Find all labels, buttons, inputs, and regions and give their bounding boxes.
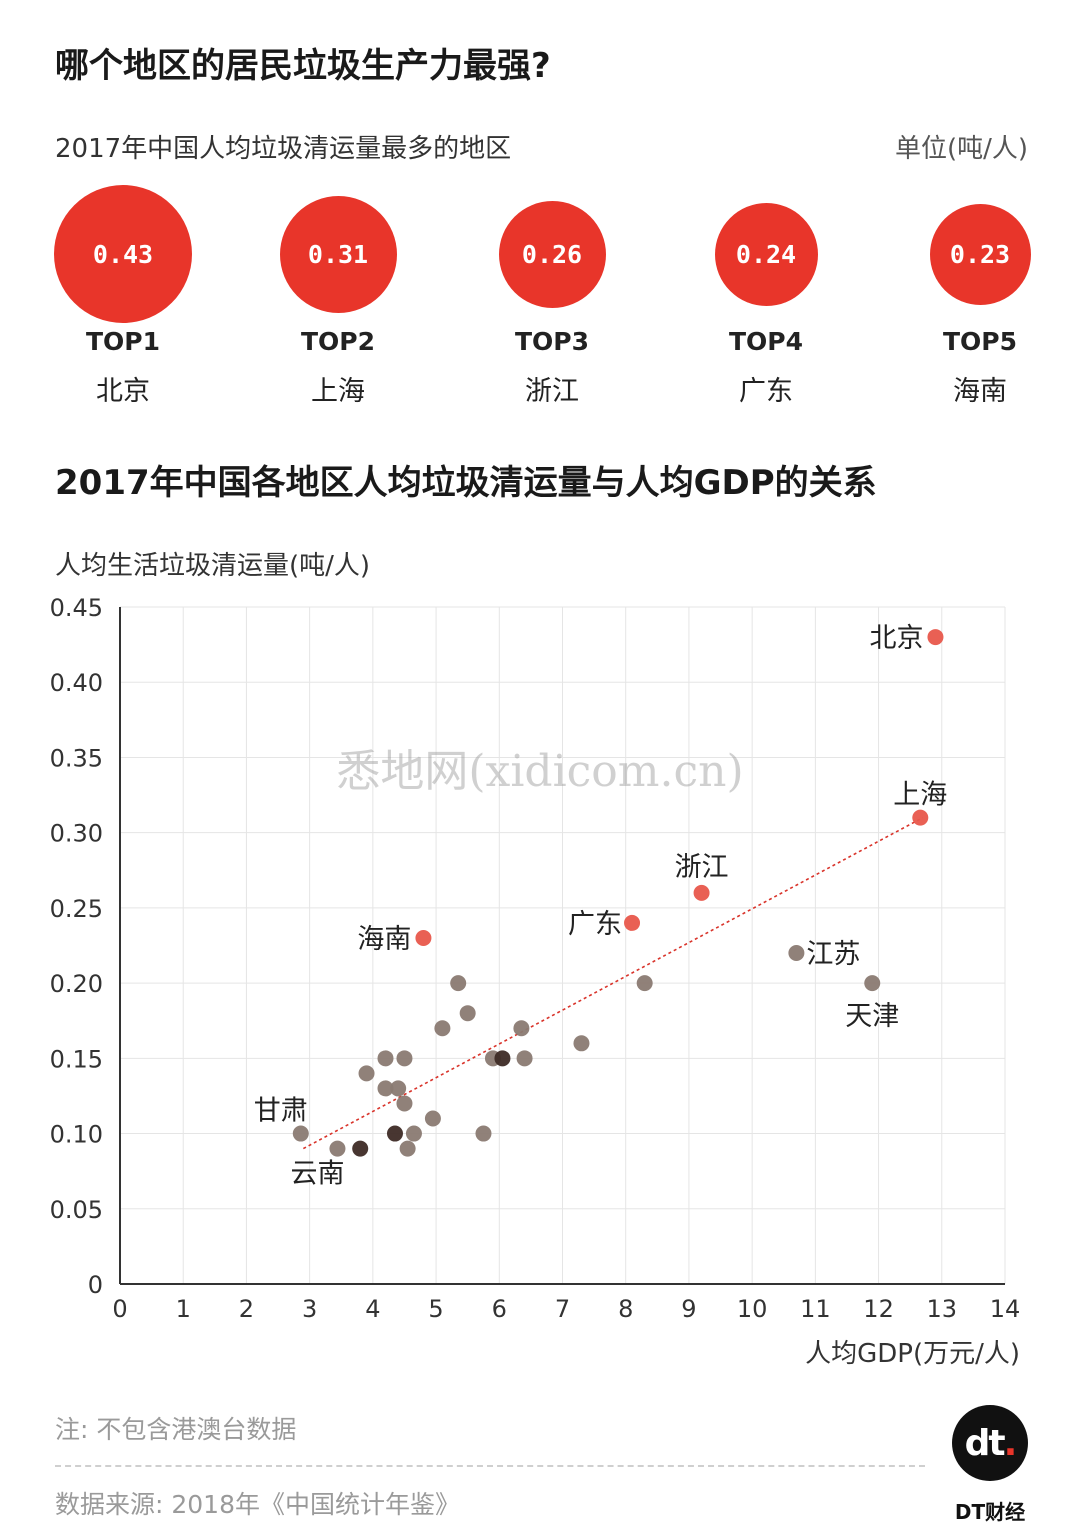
data-point [352,1140,369,1157]
point-label: 浙江 [675,852,729,883]
footnote: 注: 不包含港澳台数据 [55,1415,297,1444]
y-tick-label: 0.10 [50,1121,103,1149]
data-point [377,1080,394,1097]
data-point [405,1125,422,1142]
point-label: 海南 [357,924,411,955]
top-circle: 0.23 [929,204,1031,305]
top-region: 上海 [311,376,365,407]
x-tick-label: 14 [990,1295,1021,1323]
chart-title: 2017年中国各地区人均垃圾清运量与人均GDP的关系 [55,463,877,503]
point-label: 上海 [893,780,947,811]
y-tick-label: 0 [88,1271,103,1299]
y-axis-label: 人均生活垃圾清运量(吨/人) [55,551,371,581]
y-tick-label: 0.40 [50,669,103,697]
x-axis-label: 人均GDP(万元/人) [805,1339,1020,1369]
logo-main: dt [964,1422,1006,1464]
data-point [450,975,467,992]
point-label: 天津 [845,1001,899,1032]
top-region: 北京 [96,376,150,407]
y-tick-label: 0.15 [50,1045,103,1073]
watermark: 悉地网(xidicom.cn) [336,746,744,797]
data-point [573,1035,590,1052]
data-point [864,975,881,992]
data-point [329,1140,346,1157]
point-label: 广东 [568,909,622,940]
data-point [396,1095,413,1112]
y-tick-label: 0.25 [50,895,103,923]
x-tick-label: 0 [112,1295,127,1323]
top-item-5: 0.23 TOP5 海南 [900,185,1060,407]
top-circle: 0.43 [54,185,192,323]
x-tick-label: 10 [737,1295,768,1323]
page-title: 哪个地区的居民垃圾生产力最强? [55,46,551,86]
x-tick-label: 3 [302,1295,317,1323]
brand-name: DT财经 [954,1500,1026,1524]
x-tick-label: 6 [492,1295,507,1323]
x-tick-label: 9 [681,1295,696,1323]
x-tick-label: 8 [618,1295,633,1323]
x-tick-label: 11 [800,1295,831,1323]
top-circle: 0.31 [279,196,397,313]
footer-divider [55,1465,925,1467]
top-item-4: 0.24 TOP4 广东 [686,185,846,407]
top-item-2: 0.31 TOP2 上海 [258,185,418,407]
x-tick-label: 12 [863,1295,894,1323]
data-point [424,1110,441,1127]
data-point [377,1050,394,1067]
top-rank: TOP4 [728,327,804,356]
point-label: 甘肃 [254,1096,308,1127]
data-point [396,1050,413,1067]
top-rank: TOP1 [85,327,161,356]
data-point [386,1125,403,1142]
x-tick-label: 5 [428,1295,443,1323]
data-point [624,914,641,931]
data-point [636,975,653,992]
top-rank: TOP3 [514,327,590,356]
point-label: 北京 [869,623,923,654]
data-point [459,1005,476,1022]
data-point [292,1125,309,1142]
top-item-1: 0.43 TOP1 北京 [43,185,203,407]
data-point [513,1020,530,1037]
dt-logo-icon: dt. [952,1405,1028,1481]
data-point [494,1050,511,1067]
top-circle: 0.26 [498,201,606,308]
data-point [358,1065,375,1082]
point-label: 江苏 [806,939,860,970]
x-tick-label: 4 [365,1295,380,1323]
top-rank: TOP2 [300,327,376,356]
y-tick-label: 0.20 [50,970,103,998]
data-point [434,1020,451,1037]
top-region: 海南 [953,376,1007,407]
x-tick-label: 7 [555,1295,570,1323]
data-point [693,884,710,901]
y-tick-label: 0.45 [50,594,103,622]
y-tick-label: 0.05 [50,1196,103,1224]
data-point [927,629,944,646]
x-tick-label: 1 [176,1295,191,1323]
data-point [390,1080,407,1097]
top-region: 广东 [739,376,793,407]
data-point [415,929,432,946]
top-circle: 0.24 [714,203,818,306]
scatter-chart: 0 1 2 3 4 5 6 7 8 9 10 11 12 13 1400.050.100.150.200.2… [50,594,1021,1369]
y-tick-label: 0.30 [50,820,103,848]
top-rank: TOP5 [942,327,1018,356]
top-item-3: 0.26 TOP3 浙江 [472,185,632,407]
top5-subtitle: 2017年中国人均垃圾清运量最多的地区 [55,134,512,164]
data-source: 数据来源: 2018年《中国统计年鉴》 [55,1490,460,1519]
point-label: 云南 [290,1159,344,1190]
x-tick-label: 13 [927,1295,958,1323]
data-point [399,1140,416,1157]
data-point [516,1050,533,1067]
x-tick-label: 2 [239,1295,254,1323]
data-point [912,809,929,826]
top5-unit: 单位(吨/人) [894,134,1028,164]
data-point [475,1125,492,1142]
top-region: 浙江 [525,376,579,407]
y-tick-label: 0.35 [50,744,103,772]
logo-dot: . [1003,1422,1018,1464]
data-point [788,945,805,962]
